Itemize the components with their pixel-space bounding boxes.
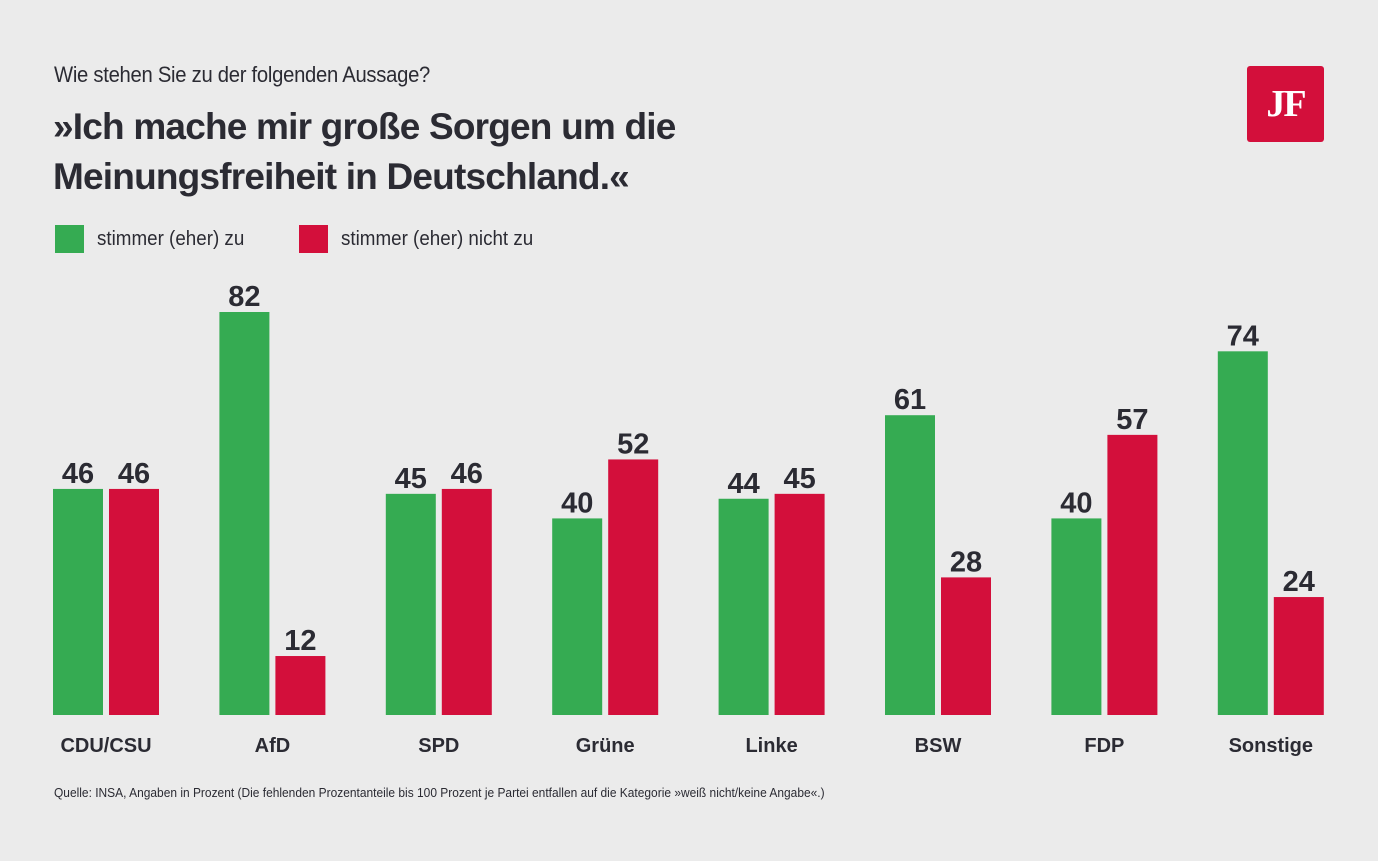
bar-group-sonstige: 74 24 Sonstige [1217, 320, 1324, 757]
category-label-gr-ne: Grüne [576, 735, 635, 757]
category-label-spd: SPD [418, 735, 459, 757]
chart-subtitle: Wie stehen Sie zu der folgenden Aussage? [54, 62, 431, 87]
legend-label-agree: stimmer (eher) zu [97, 227, 245, 250]
value-label-afd-agree: 82 [228, 281, 260, 313]
category-label-linke: Linke [745, 735, 797, 757]
bar-bsw-agree [885, 415, 935, 715]
value-label-spd-disagree: 46 [451, 458, 483, 490]
bar-cdu-csu-disagree [109, 488, 159, 715]
legend-swatch-disagree [298, 225, 328, 253]
value-label-gr-ne-disagree: 52 [617, 428, 649, 460]
legend-item-agree: stimmer (eher) zu [55, 225, 254, 253]
bar-spd-disagree [441, 488, 492, 715]
bar-group-cdu-csu: 46 46 CDU/CSU [53, 458, 159, 757]
chart-title-line-2: Meinungsfreiheit in Deutschland.« [53, 156, 630, 197]
bar-group-gr-ne: 40 52 Grüne [552, 428, 659, 757]
legend-item-disagree: stimmer (eher) nicht zu [298, 225, 546, 253]
bar-fdp-agree [1051, 518, 1102, 715]
value-label-afd-disagree: 12 [284, 625, 316, 657]
category-label-afd: AfD [255, 735, 291, 757]
value-label-bsw-disagree: 28 [950, 546, 982, 578]
chart-legend: stimmer (eher) zu stimmer (eher) nicht z… [55, 225, 585, 253]
bar-group-afd: 82 12 AfD [219, 281, 326, 757]
legend-swatch-agree [55, 225, 84, 253]
bar-afd-agree [219, 312, 270, 715]
value-label-cdu-csu-disagree: 46 [118, 458, 150, 490]
chart-title: »Ich mache mir große Sorgen um die Meinu… [53, 102, 676, 202]
value-label-spd-agree: 45 [395, 463, 427, 495]
bar-group-fdp: 40 57 FDP [1051, 404, 1158, 757]
value-label-linke-agree: 44 [727, 468, 759, 500]
bar-gr-ne-disagree [608, 459, 659, 715]
value-label-fdp-agree: 40 [1060, 487, 1092, 519]
bar-sonstige-disagree [1273, 597, 1324, 715]
category-label-bsw: BSW [915, 735, 962, 757]
bar-linke-disagree [774, 493, 825, 715]
bar-fdp-disagree [1107, 434, 1158, 715]
bar-afd-disagree [275, 656, 326, 715]
category-label-fdp: FDP [1084, 735, 1124, 757]
value-label-sonstige-disagree: 24 [1283, 566, 1315, 598]
jf-logo: JF [1247, 66, 1324, 142]
bar-gr-ne-agree [552, 518, 603, 715]
bar-linke-agree [718, 498, 769, 715]
value-label-bsw-agree: 61 [894, 384, 926, 416]
category-label-sonstige: Sonstige [1229, 735, 1313, 757]
bar-group-bsw: 61 28 BSW [885, 384, 991, 757]
bar-cdu-csu-agree [53, 488, 103, 715]
chart-title-line-1: »Ich mache mir große Sorgen um die [53, 106, 676, 147]
value-label-gr-ne-agree: 40 [561, 487, 593, 519]
value-label-linke-disagree: 45 [783, 463, 815, 495]
bar-spd-agree [385, 493, 436, 715]
value-label-sonstige-agree: 74 [1227, 320, 1259, 352]
bar-group-linke: 44 45 Linke [718, 463, 825, 757]
legend-label-disagree: stimmer (eher) nicht zu [340, 227, 533, 250]
bar-sonstige-agree [1217, 351, 1268, 715]
value-label-cdu-csu-agree: 46 [62, 458, 94, 490]
bar-bsw-disagree [941, 577, 991, 715]
source-note: Quelle: INSA, Angaben in Prozent (Die fe… [54, 785, 825, 800]
bar-group-spd: 45 46 SPD [385, 458, 492, 757]
value-label-fdp-disagree: 57 [1116, 404, 1148, 436]
category-label-cdu-csu: CDU/CSU [60, 735, 151, 757]
